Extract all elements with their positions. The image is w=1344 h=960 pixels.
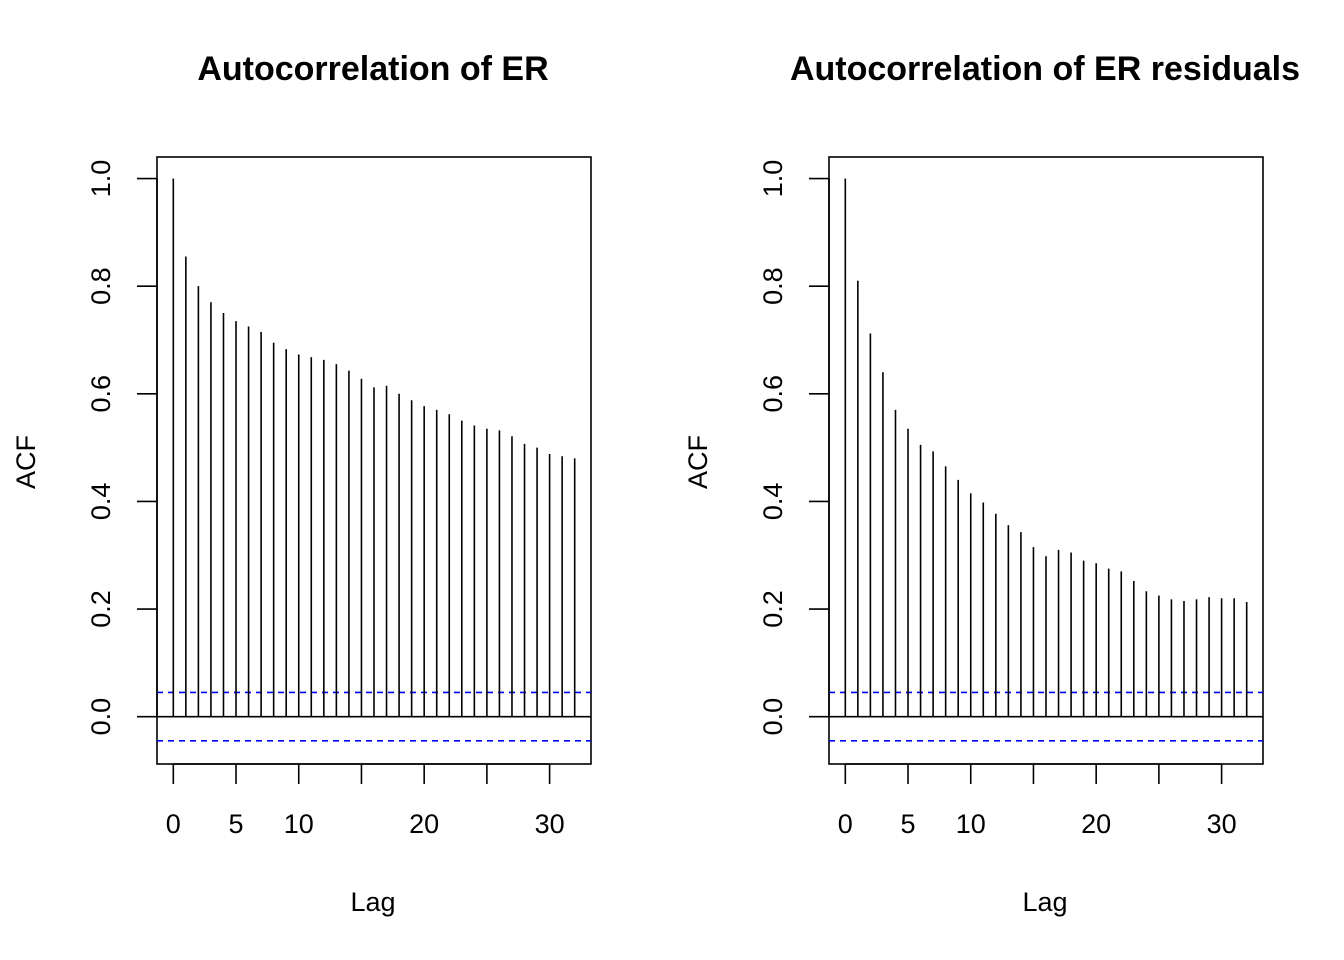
y-tick-label: 0.8 (86, 267, 116, 305)
y-tick-label: 0.2 (86, 590, 116, 628)
chart-title: Autocorrelation of ER (197, 50, 548, 88)
x-tick-label: 30 (1207, 809, 1237, 839)
chart-title: Autocorrelation of ER residuals (790, 50, 1300, 88)
x-tick-label: 5 (901, 809, 916, 839)
y-tick-label: 1.0 (86, 160, 116, 198)
y-tick-label: 0.6 (758, 375, 788, 413)
x-tick-label: 0 (838, 809, 853, 839)
x-tick-label: 20 (409, 809, 439, 839)
x-tick-label: 30 (535, 809, 565, 839)
x-axis-label: Lag (350, 887, 395, 917)
y-tick-label: 0.0 (758, 698, 788, 736)
y-tick-label: 0.0 (86, 698, 116, 736)
y-axis-label: ACF (683, 435, 713, 489)
y-tick-label: 0.8 (758, 267, 788, 305)
y-tick-label: 1.0 (758, 160, 788, 198)
y-tick-label: 0.4 (758, 483, 788, 521)
acf-panel-er: Autocorrelation of ER Lag ACF 0 5 10 20 30 0.… (11, 50, 592, 917)
acf-panel-er-residuals: Autocorrelation of ER residuals Lag ACF … (683, 50, 1300, 917)
y-axis-label: ACF (11, 435, 41, 489)
y-tick-label: 0.6 (86, 375, 116, 413)
y-tick-label: 0.4 (86, 483, 116, 521)
x-tick-label: 10 (956, 809, 986, 839)
x-tick-label: 10 (284, 809, 314, 839)
x-axis-label: Lag (1022, 887, 1067, 917)
x-tick-label: 0 (166, 809, 181, 839)
x-tick-label: 5 (229, 809, 244, 839)
x-tick-label: 20 (1081, 809, 1111, 839)
y-tick-label: 0.2 (758, 590, 788, 628)
